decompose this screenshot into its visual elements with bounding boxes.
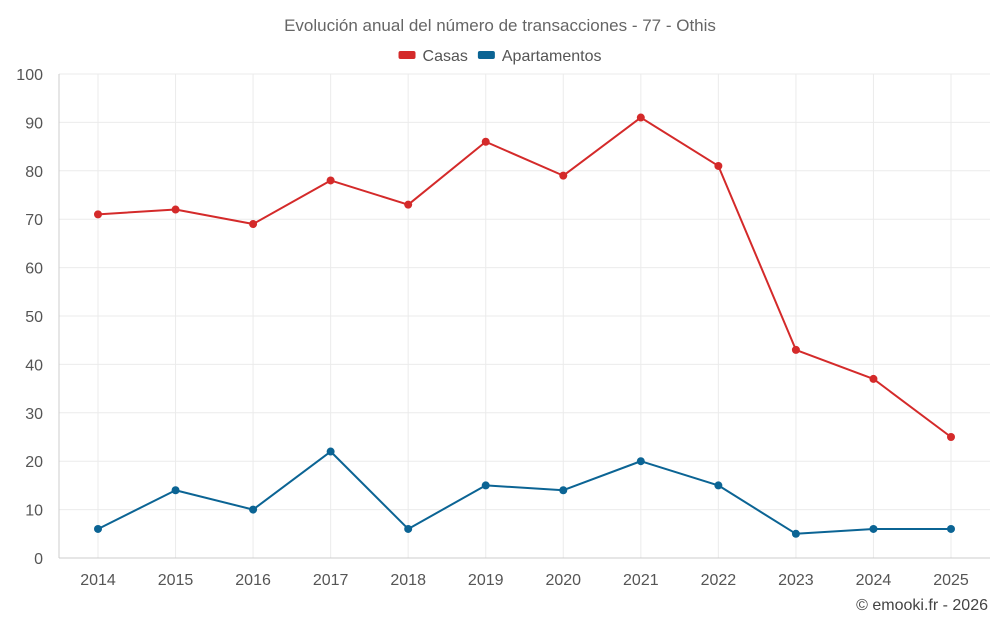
- y-tick-label: 40: [25, 357, 43, 374]
- data-point-casas[interactable]: [869, 374, 878, 383]
- y-tick-label: 90: [25, 115, 43, 132]
- x-tick-label: 2020: [545, 572, 581, 589]
- y-tick-label: 100: [16, 67, 43, 84]
- data-point-apartamentos[interactable]: [947, 524, 955, 533]
- data-point-apartamentos[interactable]: [326, 447, 335, 456]
- x-tick-label: 2014: [80, 572, 116, 589]
- x-tick-label: 2022: [701, 572, 737, 589]
- data-point-apartamentos[interactable]: [714, 481, 723, 490]
- data-point-apartamentos[interactable]: [636, 457, 645, 466]
- x-tick-label: 2015: [158, 572, 194, 589]
- chart-title: Evolución anual del número de transaccio…: [284, 16, 716, 35]
- data-point-apartamentos[interactable]: [869, 524, 878, 533]
- data-point-apartamentos[interactable]: [559, 486, 568, 495]
- legend-label-casas: Casas: [423, 48, 468, 65]
- data-point-apartamentos[interactable]: [404, 524, 413, 533]
- y-tick-label: 80: [25, 164, 43, 181]
- data-point-apartamentos[interactable]: [481, 481, 490, 490]
- data-point-casas[interactable]: [171, 205, 180, 214]
- y-tick-label: 30: [25, 406, 43, 423]
- data-point-casas[interactable]: [714, 161, 723, 170]
- x-tick-label: 2025: [933, 572, 969, 589]
- y-tick-label: 0: [34, 551, 43, 568]
- data-point-casas[interactable]: [636, 113, 645, 122]
- data-point-apartamentos[interactable]: [791, 529, 800, 538]
- data-point-apartamentos[interactable]: [94, 524, 102, 533]
- data-point-casas[interactable]: [326, 176, 335, 185]
- y-tick-label: 20: [25, 454, 43, 471]
- series-line-casas: [97, 116, 952, 438]
- legend-swatch-apartamentos[interactable]: [477, 51, 495, 59]
- x-tick-label: 2017: [313, 572, 349, 589]
- y-tick-label: 70: [25, 212, 43, 229]
- data-point-casas[interactable]: [791, 345, 800, 354]
- data-point-casas[interactable]: [94, 210, 102, 219]
- y-tick-label: 10: [25, 503, 43, 520]
- grid: [59, 73, 990, 559]
- y-tick-label: 50: [25, 309, 43, 326]
- x-tick-label: 2021: [623, 572, 659, 589]
- axes: 0 10 20 30 40 50 60 70 80 90 100 2014 2015 2016 2017 20…: [16, 67, 990, 589]
- x-tick-label: 2023: [778, 572, 814, 589]
- x-tick-label: 2018: [390, 572, 426, 589]
- data-point-casas[interactable]: [481, 137, 490, 146]
- y-tick-label: 60: [25, 261, 43, 278]
- data-point-casas[interactable]: [404, 200, 413, 209]
- series-line-apartamentos: [97, 450, 951, 535]
- legend-swatch-casas[interactable]: [398, 51, 416, 59]
- data-point-apartamentos[interactable]: [249, 505, 258, 514]
- data-point-apartamentos[interactable]: [171, 486, 180, 495]
- x-tick-label: 2016: [235, 572, 271, 589]
- legend-label-apartamentos: Apartamentos: [502, 48, 602, 65]
- data-point-casas[interactable]: [559, 171, 568, 180]
- data-point-casas[interactable]: [947, 433, 955, 441]
- credit-text: © emooki.fr - 2026: [856, 597, 988, 614]
- legend: Casas Apartamentos: [398, 48, 602, 65]
- x-tick-label: 2019: [468, 572, 504, 589]
- x-tick-label: 2024: [856, 572, 892, 589]
- series: [94, 113, 955, 538]
- data-point-casas[interactable]: [249, 220, 258, 229]
